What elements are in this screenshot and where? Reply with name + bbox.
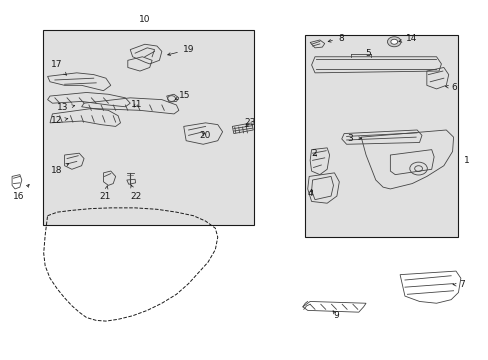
Text: 16: 16 bbox=[13, 184, 29, 201]
Bar bbox=[305, 35, 458, 237]
Text: 20: 20 bbox=[199, 131, 210, 140]
Text: 3: 3 bbox=[347, 134, 361, 143]
Text: 9: 9 bbox=[332, 311, 338, 320]
Text: 6: 6 bbox=[445, 83, 456, 92]
Text: 21: 21 bbox=[99, 186, 110, 201]
Text: 18: 18 bbox=[50, 163, 69, 175]
Circle shape bbox=[390, 39, 397, 44]
Text: 5: 5 bbox=[365, 49, 370, 58]
Text: 4: 4 bbox=[306, 189, 312, 198]
Text: 17: 17 bbox=[51, 60, 66, 75]
Text: 23: 23 bbox=[244, 118, 256, 127]
Text: 1: 1 bbox=[464, 156, 469, 165]
Text: 19: 19 bbox=[167, 45, 194, 55]
Text: 22: 22 bbox=[130, 185, 141, 201]
Text: 13: 13 bbox=[57, 103, 75, 112]
Text: 8: 8 bbox=[327, 34, 343, 43]
Text: 7: 7 bbox=[452, 280, 464, 289]
Text: 12: 12 bbox=[51, 116, 68, 125]
Text: 2: 2 bbox=[310, 149, 316, 158]
Text: 11: 11 bbox=[131, 100, 142, 109]
Text: 10: 10 bbox=[139, 15, 150, 24]
Text: 15: 15 bbox=[175, 91, 190, 100]
Circle shape bbox=[386, 37, 400, 47]
Bar bbox=[42, 30, 254, 225]
Text: 14: 14 bbox=[398, 34, 416, 43]
